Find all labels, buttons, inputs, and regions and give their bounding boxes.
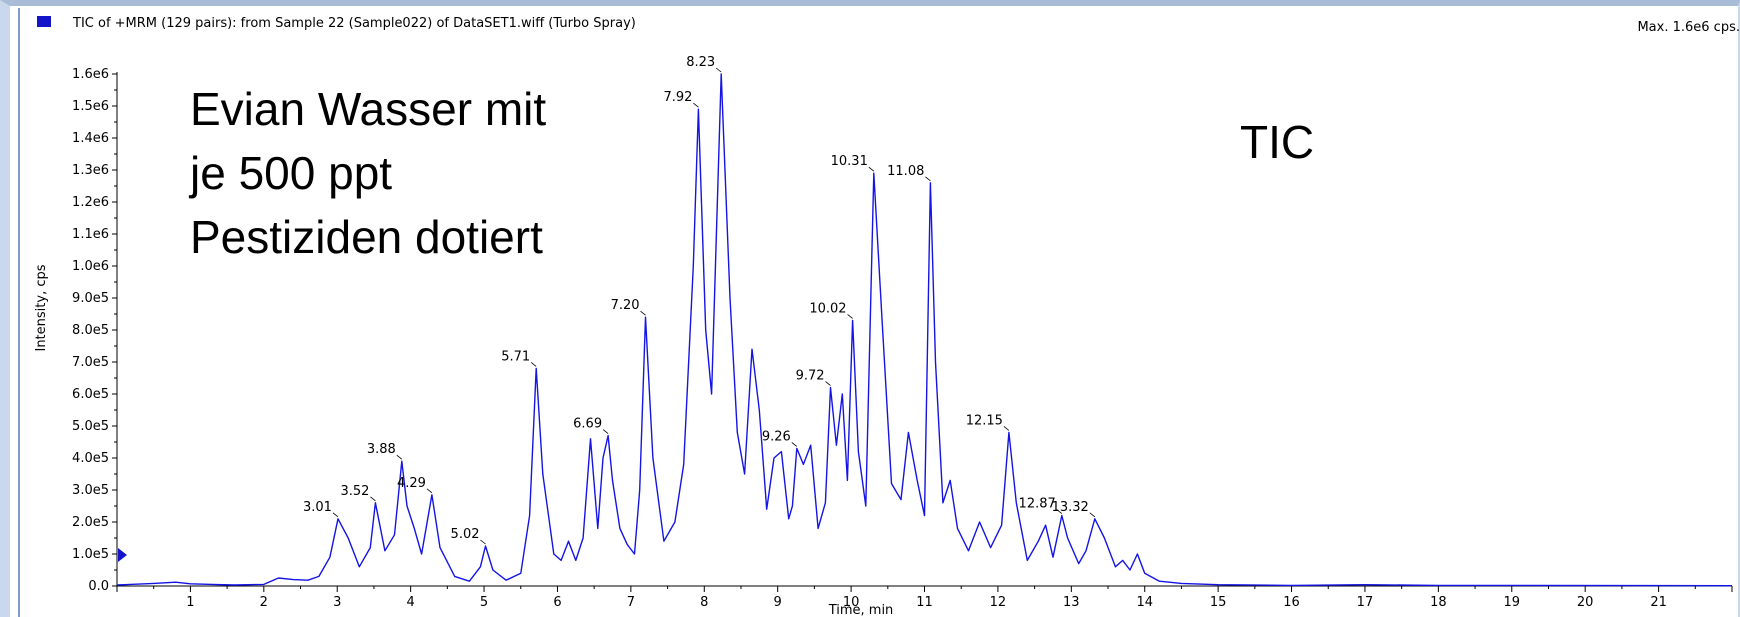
peak-label-leader xyxy=(847,314,853,319)
y-tick-label: 5.0e5 xyxy=(72,419,109,434)
peak-label: 10.31 xyxy=(831,154,868,169)
peak-label: 12.15 xyxy=(966,413,1003,428)
peak-label-leader xyxy=(530,362,537,367)
x-tick-label: 2 xyxy=(260,595,268,610)
y-tick-label: 1.3e6 xyxy=(72,163,109,178)
x-tick-label: 20 xyxy=(1577,595,1594,610)
x-tick-label: 15 xyxy=(1210,595,1227,610)
x-tick-label: 11 xyxy=(916,595,933,610)
peak-label: 8.23 xyxy=(686,55,715,70)
y-tick-label: 9.0e5 xyxy=(72,291,109,306)
peak-label: 9.72 xyxy=(796,369,825,384)
y-tick-label: 1.5e6 xyxy=(72,99,109,114)
peak-label-leader xyxy=(791,442,798,447)
peak-label: 11.08 xyxy=(887,164,924,179)
peak-label-leader xyxy=(602,429,609,434)
peak-label-leader xyxy=(825,381,831,386)
y-tick-label: 6.0e5 xyxy=(72,387,109,402)
peak-label-leader xyxy=(1056,509,1063,514)
peak-label-leader xyxy=(715,67,722,73)
peak-label-leader xyxy=(426,488,433,494)
peak-label: 5.71 xyxy=(501,349,530,364)
x-tick-label: 10 xyxy=(843,595,860,610)
peak-label: 12.87 xyxy=(1019,497,1056,512)
peak-label-leader xyxy=(640,310,646,316)
peak-label-leader xyxy=(693,102,699,108)
x-tick-label: 17 xyxy=(1357,595,1374,610)
peak-label: 7.20 xyxy=(611,298,640,313)
peak-label: 6.69 xyxy=(573,417,602,432)
peak-label: 10.02 xyxy=(809,301,846,316)
x-tick-label: 3 xyxy=(333,595,341,610)
peak-label: 5.02 xyxy=(451,527,480,542)
plot-panel: TIC of +MRM (129 pairs): from Sample 22 … xyxy=(18,8,1740,617)
axes: 0.0 1.0e5 2.0e5 3.0e5 4.0e5 5.0e5 6.0e5 7.0e5 8.… xyxy=(72,67,1733,610)
chart-title: TIC of +MRM (129 pairs): from Sample 22 … xyxy=(72,16,636,31)
x-tick-label: 18 xyxy=(1430,595,1447,610)
y-tick-label: 1.6e6 xyxy=(72,67,109,82)
peak-label-leader xyxy=(1089,512,1096,518)
trace-layer xyxy=(116,73,1733,587)
peak-label: 9.26 xyxy=(762,429,791,444)
y-tick-label: 2.0e5 xyxy=(72,515,109,530)
x-tick-label: 1 xyxy=(186,595,194,610)
y-tick-label: 3.0e5 xyxy=(72,483,109,498)
peak-label-leader xyxy=(370,496,376,502)
y-tick-label: 0.0 xyxy=(88,579,109,594)
x-tick-label: 6 xyxy=(553,595,561,610)
x-tick-label: 4 xyxy=(406,595,414,610)
x-tick-label: 13 xyxy=(1063,595,1080,610)
peak-label: 3.52 xyxy=(340,484,369,499)
max-intensity-label: Max. 1.6e6 cps. xyxy=(1637,20,1740,35)
y-tick-label: 7.0e5 xyxy=(72,355,109,370)
peak-label-leader xyxy=(1003,426,1010,431)
peak-label-leader xyxy=(396,454,403,460)
peak-label: 7.92 xyxy=(663,90,692,105)
peak-label-leader xyxy=(925,176,931,182)
x-tick-label: 19 xyxy=(1503,595,1520,610)
peak-label: 4.29 xyxy=(397,476,426,491)
peak-label: 3.88 xyxy=(367,442,396,457)
annotation-line-3: Pestiziden dotiert xyxy=(190,211,543,263)
y-axis-label: Intensity, cps xyxy=(34,264,49,351)
peak-label: 3.01 xyxy=(303,500,332,515)
y-tick-label: 1.1e6 xyxy=(72,227,109,242)
tic-trace-line xyxy=(116,73,1733,587)
x-tick-label: 21 xyxy=(1650,595,1667,610)
annotation-line-2: je 500 ppt xyxy=(188,147,392,199)
peak-label-leader xyxy=(332,512,339,518)
x-tick-label: 9 xyxy=(774,595,782,610)
x-tick-label: 14 xyxy=(1136,595,1153,610)
y-tick-label: 1.0e5 xyxy=(72,547,109,562)
y-tick-label: 1.0e6 xyxy=(72,259,109,274)
tic-chromatogram-chart: TIC of +MRM (129 pairs): from Sample 22 … xyxy=(34,16,1740,617)
baseline-marker xyxy=(118,548,127,562)
peak-label-leader xyxy=(480,539,486,545)
peak-labels: 3.01 3.52 3.88 4.29 5.02 5.71 6.69 7.20 7.92 8.23… xyxy=(303,55,1096,545)
x-tick-label: 16 xyxy=(1283,595,1300,610)
x-tick-label: 12 xyxy=(990,595,1007,610)
x-axis-label: Time, min xyxy=(828,603,894,617)
y-tick-label: 8.0e5 xyxy=(72,323,109,338)
x-tick-label: 7 xyxy=(627,595,635,610)
peak-label: 13.32 xyxy=(1052,500,1089,515)
annotation-line-1: Evian Wasser mit xyxy=(190,83,546,135)
y-tick-label: 1.2e6 xyxy=(72,195,109,210)
peak-label-leader xyxy=(868,166,875,172)
x-tick-label: 5 xyxy=(480,595,488,610)
x-tick-label: 8 xyxy=(700,595,708,610)
y-tick-label: 4.0e5 xyxy=(72,451,109,466)
trace-color-marker xyxy=(37,16,51,27)
tic-label: TIC xyxy=(1240,116,1314,168)
y-tick-label: 1.4e6 xyxy=(72,131,109,146)
